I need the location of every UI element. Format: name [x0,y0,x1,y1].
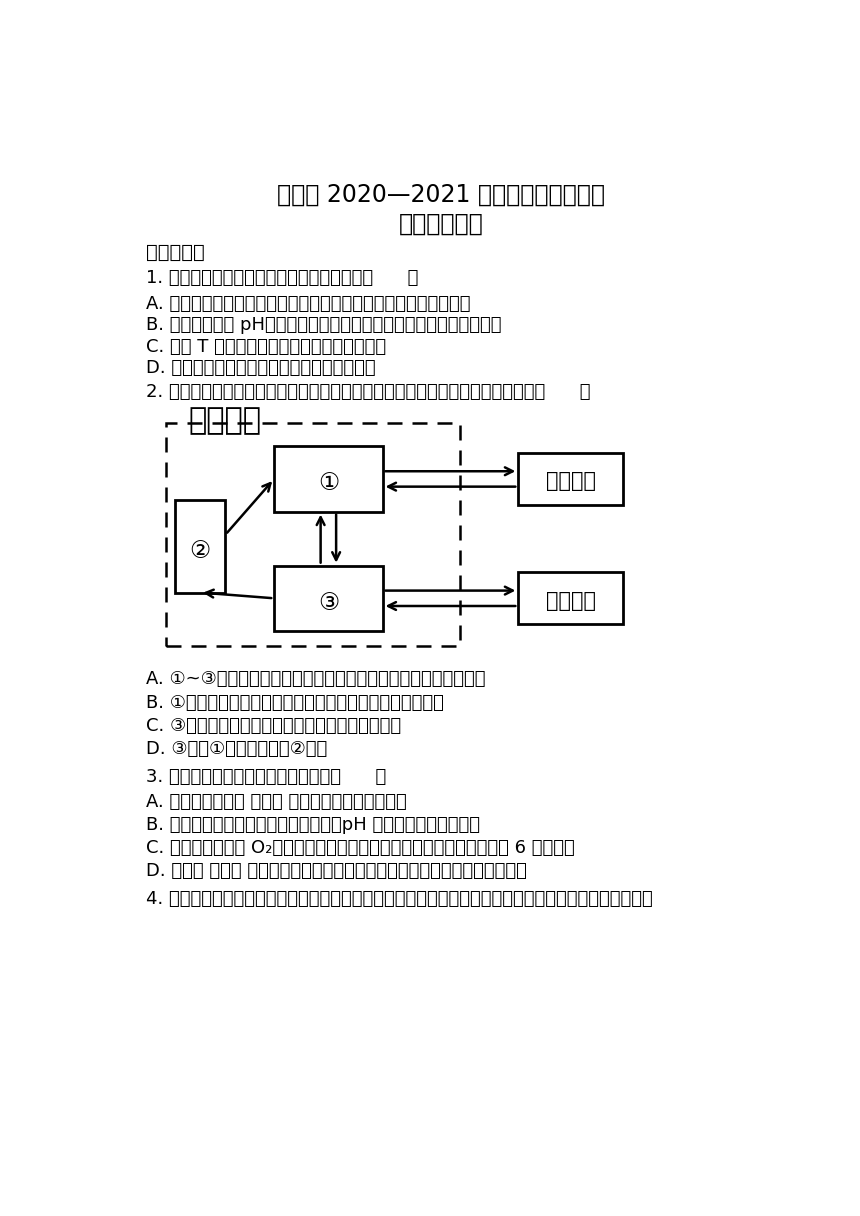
Text: B. 内环境的稳态就是指渗透压、温度、pH 这三个指标的相对稳定: B. 内环境的稳态就是指渗透压、温度、pH 这三个指标的相对稳定 [146,816,480,834]
Text: 4. 人体各器官、系统协调一致地正常运行，是维持内环境稳态的基础，如果某器官功能出现障碍就会引起: 4. 人体各器官、系统协调一致地正常运行，是维持内环境稳态的基础，如果某器官功能… [146,890,653,907]
Text: A. ①~③分别代表血液、淋巴和组织液，它们共同构成人体内环境: A. ①~③分别代表血液、淋巴和组织液，它们共同构成人体内环境 [146,670,486,687]
Bar [274,446,383,512]
Text: D. 血浆渗透压的维持主要依赖无机盐和蛋白质: D. 血浆渗透压的维持主要依赖无机盐和蛋白质 [146,359,376,377]
Text: 一、选择题: 一、选择题 [146,243,205,261]
Text: B. ①中无机盐浓度过高时，下丘脑某些细胞分泌活动会增强: B. ①中无机盐浓度过高时，下丘脑某些细胞分泌活动会增强 [146,694,444,713]
Text: 细胞外液: 细胞外液 [189,406,262,435]
Text: C. 人体红细胞内的 O₂要进入组织细胞中参与氧化分解有机物，至少通过 6 层生物膜: C. 人体红细胞内的 O₂要进入组织细胞中参与氧化分解有机物，至少通过 6 层生… [146,839,575,857]
Bar [274,565,383,631]
Bar [519,452,623,505]
Text: C. 效应 T 细胞和靶细胞的结合发生在内环境中: C. 效应 T 细胞和靶细胞的结合发生在内环境中 [146,338,386,355]
Text: C. ③和细胞内液之间通过毛细血管壁进行物质交换: C. ③和细胞内液之间通过毛细血管壁进行物质交换 [146,717,402,736]
Text: 1. 下列有关内环境和稳态的叙述，错误的是（      ）: 1. 下列有关内环境和稳态的叙述，错误的是（ ） [146,269,419,287]
Text: ②: ② [189,539,211,563]
Text: 细胞内液: 细胞内液 [545,591,596,610]
Text: B. 人体内环境的 pH、渗透压等保持相对稳定是细胞正常代谢所必需的: B. 人体内环境的 pH、渗透压等保持相对稳定是细胞正常代谢所必需的 [146,316,501,334]
Text: 3. 下列关于内环境的说法，正确的是（      ）: 3. 下列关于内环境的说法，正确的是（ ） [146,769,386,786]
Text: ③: ③ [318,591,339,614]
Text: D. 家兔、 鱼类、 鸟类、草履虫的体细胞都是间接与外界环境进行物质交换的: D. 家兔、 鱼类、 鸟类、草履虫的体细胞都是间接与外界环境进行物质交换的 [146,862,527,880]
Text: 凉山州 2020—2021 学年度上期期末检测: 凉山州 2020—2021 学年度上期期末检测 [277,182,605,207]
Text: 高二生物试题: 高二生物试题 [398,212,483,236]
Text: D. ③渗回①的量小于渗入②的量: D. ③渗回①的量小于渗入②的量 [146,741,328,759]
Text: 外界环境: 外界环境 [545,472,596,491]
Text: A. 葡萄糖、胰岛素、淋巴因子和血红蛋白都属于人体内环境的成分: A. 葡萄糖、胰岛素、淋巴因子和血红蛋白都属于人体内环境的成分 [146,294,470,313]
Bar [175,500,225,592]
Text: 2. 图表示人体内的细胞与外界环境之间进行物质交换的过程，有关叙述正确的是（      ）: 2. 图表示人体内的细胞与外界环境之间进行物质交换的过程，有关叙述正确的是（ ） [146,383,591,401]
Text: A. 细胞内液、血浆 、淋巴 、组织液、乳汁都是体液: A. 细胞内液、血浆 、淋巴 、组织液、乳汁都是体液 [146,793,407,811]
Text: ①: ① [318,472,339,495]
Bar [166,423,460,647]
Bar [519,572,623,625]
